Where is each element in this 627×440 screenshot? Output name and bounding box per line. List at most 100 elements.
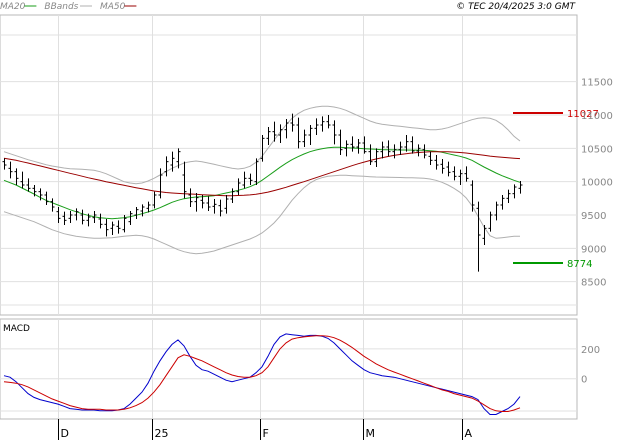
ohlc-bar (320, 116, 325, 132)
ohlc-bar (356, 139, 361, 154)
ohlc-bar (458, 169, 463, 185)
ohlc-bar (452, 166, 457, 181)
ohlc-bar (272, 121, 277, 142)
ohlc-bar (122, 215, 127, 233)
ohlc-bar (38, 188, 43, 201)
ohlc-bar (20, 171, 25, 189)
ohlc-bar (290, 113, 295, 132)
ohlc-bar (326, 115, 331, 129)
x-tick-label: 25 (155, 427, 169, 440)
ohlc-bar (404, 135, 409, 152)
ohlc-bar (296, 117, 301, 149)
ohlc-bar (176, 148, 181, 169)
ohlc-bar (242, 171, 247, 189)
ohlc-bar (74, 208, 79, 221)
ohlc-bar (212, 199, 217, 214)
ohlc-bar (470, 180, 475, 212)
ohlc-bar (152, 191, 157, 209)
ohlc-bar (260, 135, 265, 162)
ohlc-bar (206, 196, 211, 211)
x-tick-label: A (465, 427, 473, 440)
ohlc-bar (284, 119, 289, 139)
ma20-line (3, 146, 521, 220)
ohlc-bar (362, 136, 367, 154)
ohlc-bars (2, 113, 523, 272)
ohlc-bar (164, 156, 169, 177)
ohlc-bar (104, 219, 109, 237)
ohlc-bar (254, 158, 259, 185)
ohlc-bar (302, 129, 307, 147)
x-tick-label: D (61, 427, 69, 440)
ohlc-bar (44, 191, 49, 205)
legend-item-2: MA50 (100, 2, 126, 12)
chart-legend: MA20 BBands MA50 (0, 2, 137, 12)
copyright-label: © TEC 20/4/2025 3:0 GMT (456, 2, 576, 12)
ohlc-bar (440, 159, 445, 174)
price-tick-label: 8500 (581, 278, 606, 289)
ohlc-bar (350, 136, 355, 152)
axis-ticks: 11500 11000 10500 10000 9500 9000 8500 200 0 D 25 F… (58, 78, 613, 440)
ohlc-bar (86, 213, 91, 227)
ohlc-bar (446, 161, 451, 177)
moving-averages (3, 146, 521, 220)
macd-lines (3, 333, 521, 415)
ohlc-bar (68, 211, 73, 223)
macd-panel-title: MACD (3, 324, 30, 334)
price-tick-label: 11000 (581, 111, 613, 122)
ohlc-bar (158, 168, 163, 199)
ohlc-bar (464, 166, 469, 182)
ohlc-bar (200, 195, 205, 209)
ohlc-bar (506, 189, 511, 203)
price-annotations: 11027 8774 (513, 109, 599, 270)
annotation-label: 8774 (567, 259, 592, 270)
signal-line (3, 335, 521, 412)
ohlc-bar (182, 161, 187, 199)
legend-item-0: MA20 (0, 2, 26, 12)
ma50-line (3, 151, 521, 197)
ohlc-bar (488, 211, 493, 232)
macd-tick-label: 200 (581, 345, 600, 356)
ohlc-bar (494, 201, 499, 221)
ohlc-bar (32, 185, 37, 197)
ohlc-bar (188, 188, 193, 207)
ohlc-bar (134, 207, 139, 219)
ohlc-bar (482, 225, 487, 245)
ohlc-bar (14, 168, 19, 185)
ohlc-bar (218, 199, 223, 217)
price-tick-label: 10000 (581, 178, 613, 189)
ohlc-bar (428, 151, 433, 165)
ohlc-bar (386, 140, 391, 157)
ohlc-bar (398, 141, 403, 155)
x-tick-label: M (366, 427, 376, 440)
legend-item-1: BBands (44, 2, 78, 12)
annotation-label: 11027 (567, 109, 599, 120)
ohlc-bar (92, 211, 97, 223)
ohlc-bar (278, 124, 283, 143)
ohlc-bar (26, 178, 31, 192)
ohlc-bar (146, 201, 151, 213)
ohlc-bar (266, 127, 271, 145)
ohlc-bar (380, 141, 385, 159)
ohlc-bar (140, 204, 145, 217)
ohlc-bar (500, 195, 505, 210)
ohlc-bar (314, 118, 319, 135)
price-tick-label: 9500 (581, 211, 606, 222)
ohlc-bar (422, 144, 427, 159)
ohlc-bar (116, 220, 121, 234)
ohlc-bar (434, 155, 439, 170)
ohlc-bar (110, 221, 115, 235)
ohlc-bar (338, 129, 343, 155)
ohlc-bar (80, 209, 85, 225)
price-tick-label: 9000 (581, 244, 606, 255)
ohlc-bar (62, 211, 67, 225)
ohlc-bar (224, 195, 229, 214)
ohlc-bar (2, 158, 7, 170)
ohlc-bar (230, 188, 235, 203)
ohlc-bar (518, 181, 523, 194)
ohlc-bar (308, 125, 313, 145)
price-panel-background (0, 14, 578, 316)
ohlc-bar (344, 140, 349, 157)
macd-tick-label: 0 (581, 375, 587, 386)
price-tick-label: 10500 (581, 144, 613, 155)
